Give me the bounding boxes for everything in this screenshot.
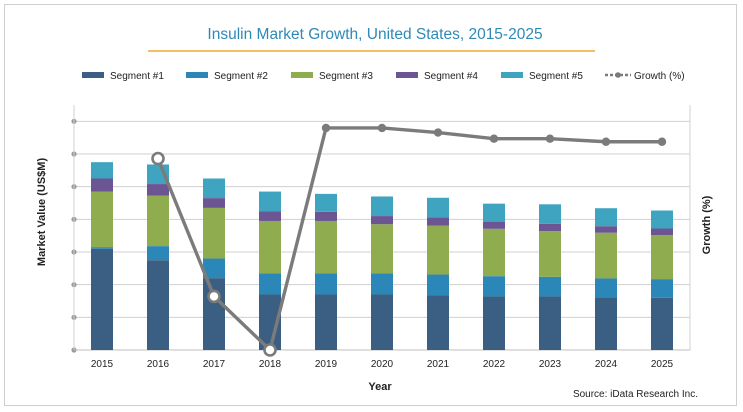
legend-swatch-segment-2 <box>186 72 208 78</box>
bar-segment-4-2015 <box>91 178 113 192</box>
bar-segment-5-2025 <box>651 210 673 229</box>
bar-segment-3-2025 <box>651 235 673 280</box>
x-tick-label: 2018 <box>259 359 282 370</box>
x-tick-label: 2020 <box>371 359 394 370</box>
bar-segment-4-2024 <box>595 226 617 233</box>
legend-swatch-segment-4 <box>396 72 418 78</box>
legend: Segment #1 Segment #2 Segment #3 Segment #4… <box>82 71 685 82</box>
bar-segment-3-2020 <box>371 224 393 274</box>
bar-segment-2-2015 <box>91 247 113 249</box>
growth-point <box>545 134 555 143</box>
bar-segment-3-2023 <box>539 231 561 277</box>
legend-swatch-segment-1 <box>82 72 104 78</box>
growth-point <box>433 128 443 137</box>
chart-title: Insulin Market Growth, United States, 20… <box>207 26 542 43</box>
x-tick-label: 2022 <box>483 359 506 370</box>
legend-label-segment-2: Segment #2 <box>214 71 268 82</box>
x-tick-label: 2019 <box>315 359 338 370</box>
bar-segment-4-2020 <box>371 216 393 225</box>
growth-point <box>489 134 499 143</box>
legend-marker-growth <box>615 72 621 78</box>
y-axis-label: Market Value (US$M) <box>36 158 48 267</box>
legend-label-growth: Growth (%) <box>634 71 685 82</box>
bar-segment-1-2021 <box>427 295 449 350</box>
bar-segment-5-2019 <box>315 193 337 212</box>
bar-segment-5-2021 <box>427 197 449 218</box>
bar-segment-1-2022 <box>483 296 505 350</box>
bar-segment-5-2022 <box>483 203 505 222</box>
legend-swatch-segment-3 <box>291 72 313 78</box>
bar-segment-2-2022 <box>483 276 505 297</box>
bar-segment-5-2024 <box>595 208 617 227</box>
bar-segment-2-2021 <box>427 274 449 296</box>
bars <box>91 162 673 350</box>
growth-point <box>263 343 277 357</box>
bar-segment-2-2024 <box>595 278 617 298</box>
bar-segment-5-2023 <box>539 204 561 224</box>
x-tick-labels: 2015 2016 2017 2018 2019 2020 2021 2022 2023 2024… <box>91 359 674 370</box>
bar-segment-3-2018 <box>259 220 281 274</box>
bar-segment-2-2016 <box>147 246 169 261</box>
growth-point <box>151 151 165 166</box>
x-tick-label: 2021 <box>427 359 450 370</box>
bar-segment-1-2018 <box>259 294 281 350</box>
bar-segment-3-2024 <box>595 232 617 279</box>
bar-segment-3-2022 <box>483 228 505 277</box>
growth-line-group <box>151 123 667 357</box>
source-note: Source: iData Research Inc. <box>573 389 698 400</box>
y2-axis-label: Growth (%) <box>701 195 713 254</box>
bar-segment-3-2019 <box>315 220 337 274</box>
bar-segment-1-2020 <box>371 294 393 350</box>
growth-point <box>321 123 331 133</box>
growth-point <box>377 123 387 133</box>
bar-segment-2-2018 <box>259 273 281 295</box>
bar-segment-1-2017 <box>203 278 225 350</box>
growth-point <box>207 289 221 304</box>
legend-swatch-segment-5 <box>501 72 523 78</box>
growth-point <box>601 137 611 146</box>
bar-segment-5-2018 <box>259 191 281 212</box>
bar-segment-3-2015 <box>91 191 113 248</box>
x-axis-label: Year <box>368 381 392 393</box>
bar-segment-5-2015 <box>91 162 113 179</box>
x-tick-label: 2023 <box>539 359 562 370</box>
legend-label-segment-5: Segment #5 <box>529 71 583 82</box>
bar-segment-4-2022 <box>483 221 505 229</box>
bar-segment-1-2016 <box>147 260 169 350</box>
bar-segment-1-2015 <box>91 248 113 350</box>
legend-label-segment-1: Segment #1 <box>110 71 164 82</box>
bar-segment-1-2024 <box>595 297 617 350</box>
bar-segment-3-2016 <box>147 195 169 247</box>
bar-segment-2-2025 <box>651 279 673 298</box>
legend-label-segment-3: Segment #3 <box>319 71 373 82</box>
bar-segment-4-2023 <box>539 223 561 232</box>
bar-segment-1-2023 <box>539 296 561 350</box>
bar-segment-3-2021 <box>427 225 449 275</box>
bar-segment-4-2016 <box>147 184 169 196</box>
bar-segment-3-2017 <box>203 207 225 259</box>
x-tick-label: 2017 <box>203 359 226 370</box>
bar-segment-4-2021 <box>427 217 449 226</box>
growth-line <box>156 126 662 352</box>
bar-segment-2-2020 <box>371 273 393 295</box>
x-tick-label: 2025 <box>651 359 674 370</box>
bar-segment-1-2025 <box>651 297 673 350</box>
bar-segment-2-2023 <box>539 276 561 297</box>
bar-segment-2-2019 <box>315 273 337 295</box>
bar-segment-4-2019 <box>315 211 337 221</box>
bar-segment-5-2020 <box>371 196 393 217</box>
x-tick-label: 2016 <box>147 359 170 370</box>
x-tick-label: 2024 <box>595 359 618 370</box>
bar-segment-4-2018 <box>259 211 281 221</box>
bar-segment-4-2017 <box>203 198 225 208</box>
bar-segment-5-2017 <box>203 178 225 199</box>
x-tick-label: 2015 <box>91 359 114 370</box>
legend-label-segment-4: Segment #4 <box>424 71 478 82</box>
growth-point <box>657 137 667 146</box>
bar-segment-4-2025 <box>651 228 673 236</box>
bar-segment-2-2017 <box>203 258 225 279</box>
bar-segment-1-2019 <box>315 294 337 350</box>
